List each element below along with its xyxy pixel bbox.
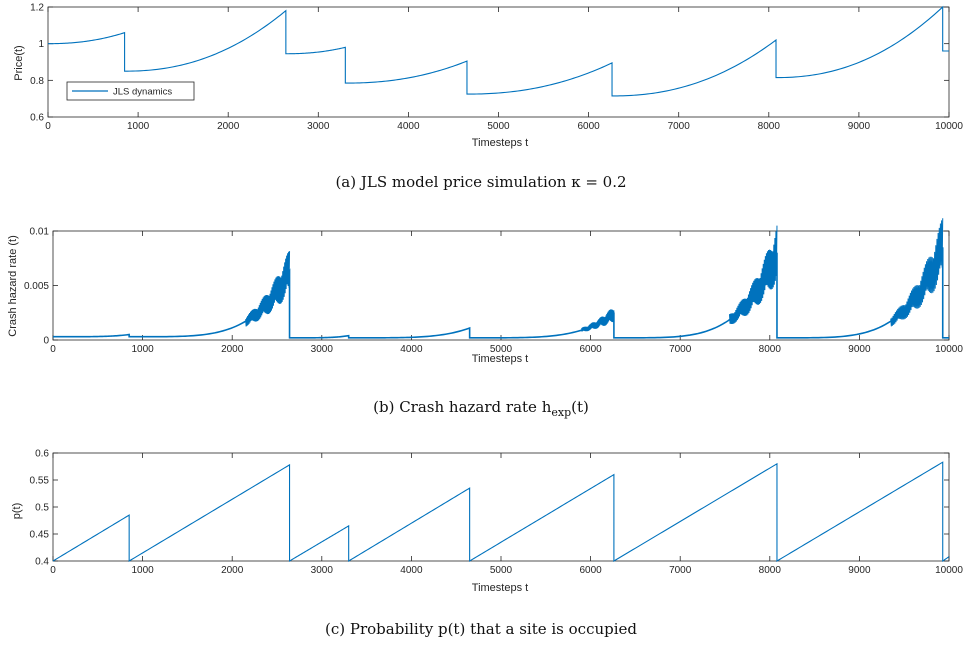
x-tick-label: 8000: [759, 565, 782, 576]
series-line: [48, 5, 949, 97]
x-tick-label: 5000: [487, 121, 510, 132]
probability-chart-panel: 0 1000 2000 3000 4000 5000 6000 7000 8000 9000 100…: [11, 449, 963, 639]
x-tick-label: 4000: [400, 344, 423, 355]
price-plot-area: 0 1000 2000 3000 4000 5000 6000 7000 8000 9000 100…: [30, 3, 963, 133]
series-line: [53, 247, 949, 339]
series-noise: [581, 309, 615, 332]
hazard-chart-panel: 0 1000 2000 3000 4000 5000 6000 7000 8000 9000 100…: [7, 218, 963, 419]
y-tick-label: 0.8: [30, 76, 44, 87]
price-legend: JLS dynamics: [66, 81, 195, 101]
y-tick-label: 0.4: [35, 557, 49, 568]
hazard-caption-suffix: (t): [571, 398, 589, 416]
x-tick-label: 4000: [397, 121, 420, 132]
hazard-caption-main: (b) Crash hazard rate h: [373, 398, 552, 416]
y-tick-label: 0.005: [24, 281, 49, 292]
hazard-caption-subscript: exp: [551, 406, 571, 419]
x-tick-label: 1000: [131, 344, 154, 355]
x-tick-label: 9000: [848, 344, 871, 355]
axes-box: [47, 6, 950, 118]
x-tick-label: 5000: [490, 565, 513, 576]
x-tick-label: 4000: [400, 565, 423, 576]
series-line: [52, 461, 950, 563]
x-tick-label: 0: [50, 344, 56, 355]
probability-caption: (c) Probability p(t) that a site is occu…: [325, 620, 637, 638]
x-tick-label: 3000: [311, 565, 334, 576]
x-tick-label: 1000: [127, 121, 150, 132]
x-tick-label: 8000: [758, 121, 781, 132]
y-tick-label: 0.45: [30, 530, 50, 541]
x-tick-label: 7000: [668, 121, 691, 132]
probability-x-axis-label: Timesteps t: [472, 582, 528, 594]
probability-y-axis-label: p(t): [11, 503, 23, 520]
y-tick-label: 0.01: [30, 227, 50, 238]
x-tick-label: 1000: [131, 565, 154, 576]
price-legend-entry: JLS dynamics: [113, 87, 172, 98]
price-legend-box: [66, 81, 195, 101]
y-tick-label: 1: [38, 39, 44, 50]
x-tick-label: 7000: [669, 344, 692, 355]
x-tick-label: 9000: [848, 121, 871, 132]
x-tick-label: 8000: [759, 344, 782, 355]
y-tick-label: 0.6: [30, 113, 44, 124]
axes-box: [52, 452, 950, 562]
x-tick-label: 6000: [579, 565, 602, 576]
y-tick-label: 0.5: [35, 503, 49, 514]
hazard-x-axis-label: Timesteps t: [472, 353, 528, 365]
price-caption: (a) JLS model price simulation κ = 0.2: [335, 173, 626, 191]
y-tick-label: 0: [43, 336, 49, 347]
series-noise: [728, 225, 778, 324]
x-tick-label: 3000: [311, 344, 334, 355]
price-y-axis-label: Price(t): [13, 45, 25, 80]
x-tick-label: 0: [50, 565, 56, 576]
x-tick-label: 3000: [307, 121, 330, 132]
hazard-plot-area: 0 1000 2000 3000 4000 5000 6000 7000 8000 9000 100…: [24, 218, 963, 355]
x-tick-label: 7000: [669, 565, 692, 576]
x-tick-label: 0: [45, 121, 51, 132]
x-tick-label: 2000: [221, 565, 244, 576]
y-tick-label: 0.55: [30, 476, 50, 487]
series-noise: [245, 251, 291, 327]
y-tick-label: 1.2: [30, 3, 44, 14]
series-noise: [890, 218, 944, 327]
hazard-caption: (b) Crash hazard rate hexp(t): [373, 398, 589, 419]
x-tick-label: 10000: [935, 121, 963, 132]
price-x-axis-label: Timesteps t: [472, 137, 528, 149]
x-tick-label: 5000: [490, 344, 513, 355]
hazard-y-axis-label: Crash hazard rate (t): [7, 235, 19, 336]
x-tick-label: 6000: [579, 344, 602, 355]
x-tick-label: 10000: [935, 565, 963, 576]
x-tick-label: 6000: [577, 121, 600, 132]
x-tick-label: 10000: [935, 344, 963, 355]
x-tick-label: 2000: [221, 344, 244, 355]
axes-box: [52, 230, 950, 341]
x-tick-label: 9000: [848, 565, 871, 576]
y-tick-label: 0.6: [35, 449, 49, 460]
probability-plot-area: 0 1000 2000 3000 4000 5000 6000 7000 8000 9000 100…: [30, 449, 964, 577]
x-tick-label: 2000: [217, 121, 240, 132]
price-chart-panel: 0 1000 2000 3000 4000 5000 6000 7000 8000 9000 100…: [13, 3, 963, 192]
